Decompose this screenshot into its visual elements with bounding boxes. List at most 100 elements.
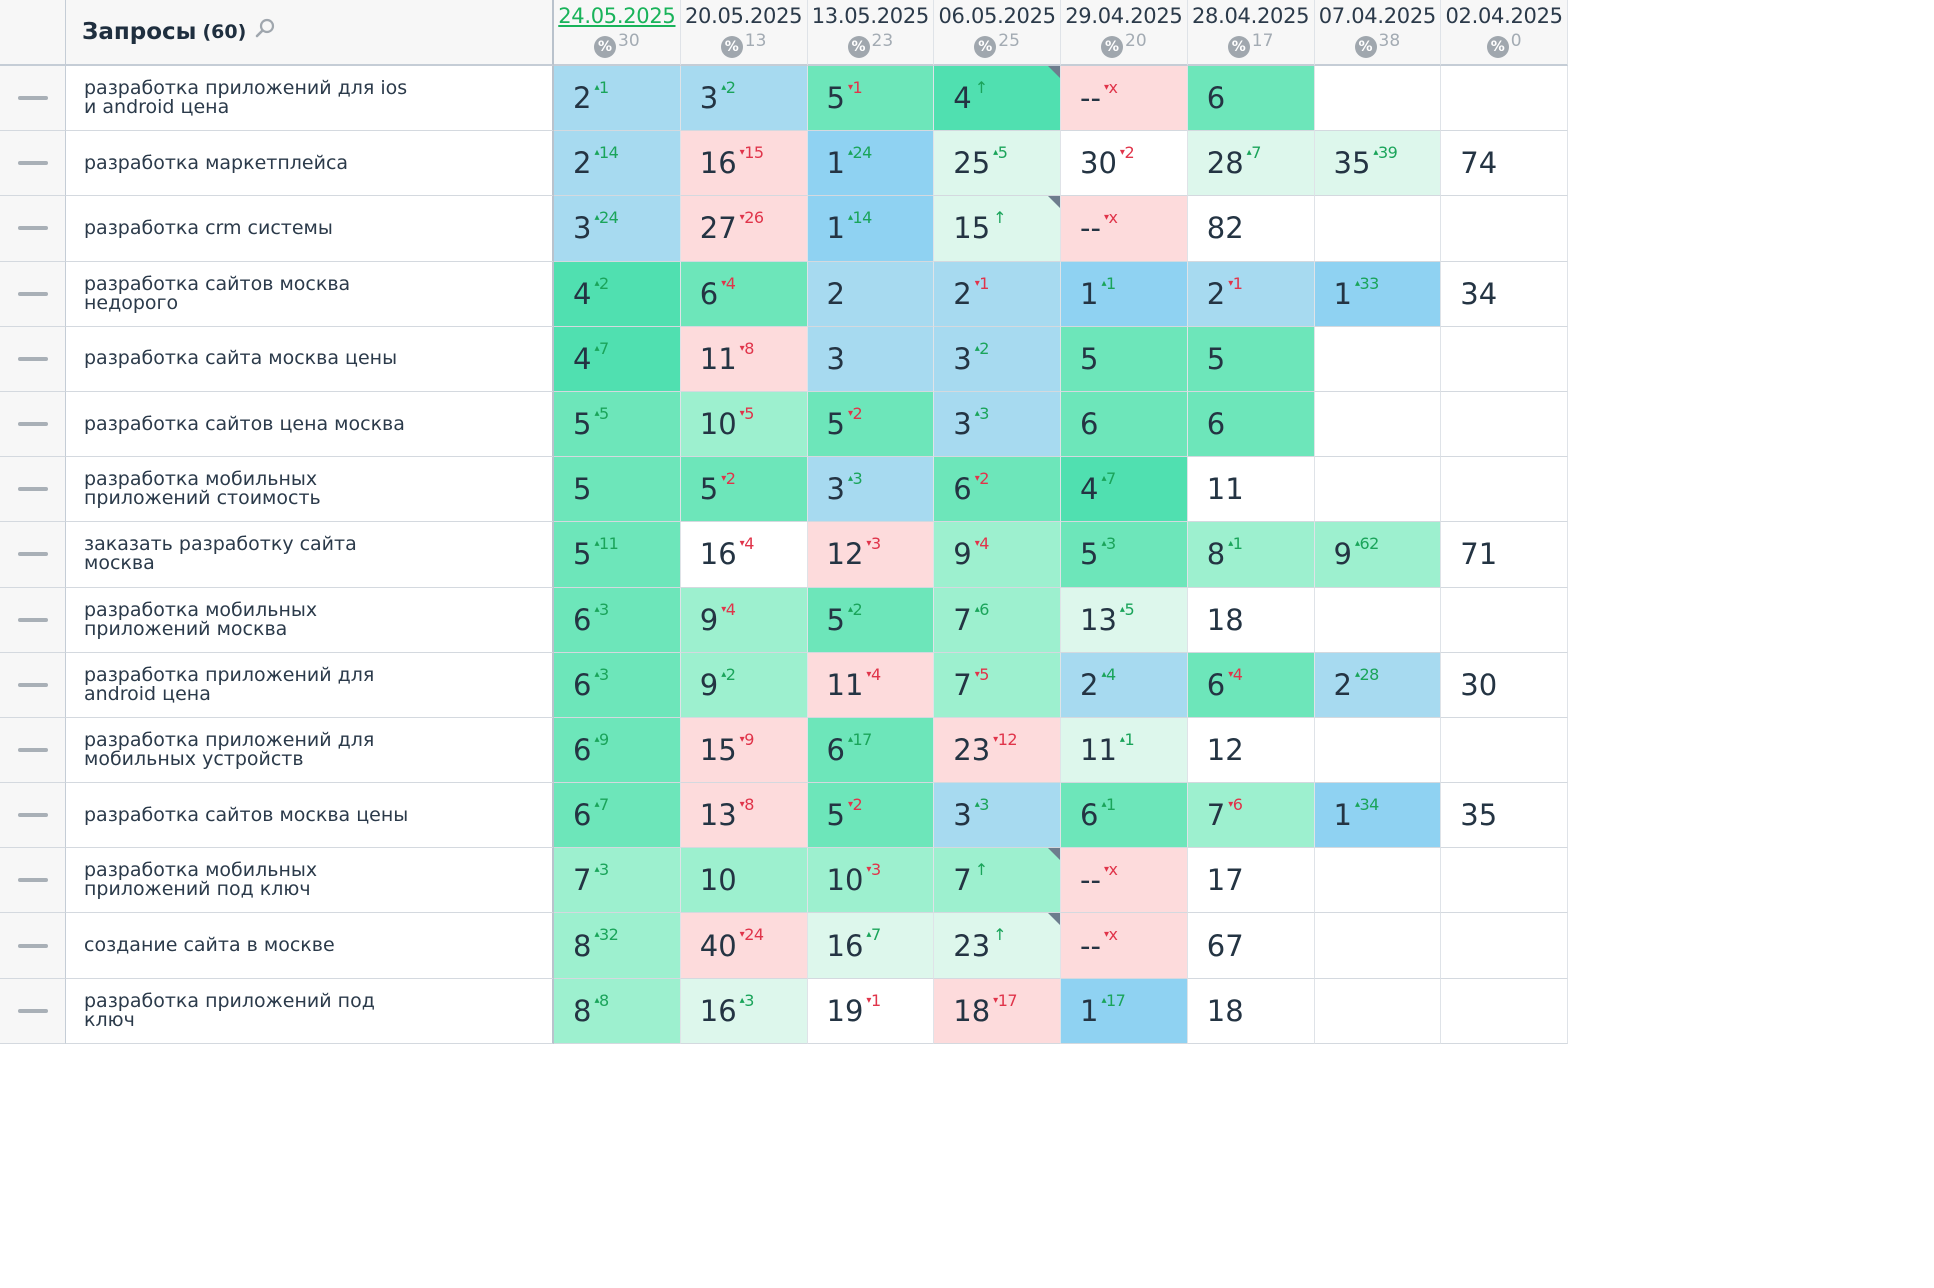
date-label[interactable]: 24.05.2025	[558, 4, 676, 28]
row-drag-handle[interactable]	[0, 848, 66, 914]
row-drag-handle[interactable]	[0, 783, 66, 849]
position-cell[interactable]: 2 ▾1	[934, 261, 1061, 327]
position-cell[interactable]: 5 ▾2	[807, 391, 935, 458]
position-cell[interactable]: 2 ▴14	[554, 131, 681, 197]
position-cell[interactable]: 1 ▴24	[807, 131, 935, 197]
position-cell[interactable]	[1441, 391, 1568, 458]
row-drag-handle[interactable]	[0, 326, 66, 392]
position-cell[interactable]: 6 ▾4	[1187, 652, 1315, 718]
position-cell[interactable]: 15 ▾9	[680, 717, 808, 784]
position-cell[interactable]: 6 ▾2	[934, 457, 1061, 523]
position-cell[interactable]: 1 ▴34	[1314, 783, 1442, 849]
position-cell[interactable]: 6 ▾4	[680, 261, 808, 327]
position-cell[interactable]: 34	[1441, 261, 1568, 327]
position-cell[interactable]: 67	[1187, 913, 1315, 979]
position-cell[interactable]: 7 ▴6	[934, 587, 1061, 653]
position-cell[interactable]: 30 ▾2	[1061, 131, 1188, 197]
position-cell[interactable]: 35	[1441, 783, 1568, 849]
position-cell[interactable]: 23 ▾12	[934, 717, 1061, 784]
row-drag-handle[interactable]	[0, 717, 66, 784]
position-cell[interactable]: 6 ▴1	[1061, 783, 1188, 849]
row-drag-handle[interactable]	[0, 196, 66, 262]
position-cell[interactable]: 5 ▴2	[807, 587, 935, 653]
row-drag-handle[interactable]	[0, 391, 66, 458]
position-cell[interactable]: 3 ▴3	[934, 783, 1061, 849]
position-cell[interactable]: 2	[807, 261, 935, 327]
position-cell[interactable]: 9 ▾4	[934, 522, 1061, 588]
position-cell[interactable]: 6	[1187, 66, 1315, 132]
position-cell[interactable]: 8 ▴8	[554, 978, 681, 1044]
position-cell[interactable]: 82	[1187, 196, 1315, 262]
position-cell[interactable]: 7 ▴3	[554, 848, 681, 914]
position-cell[interactable]: 16 ▾4	[680, 522, 808, 588]
row-drag-handle[interactable]	[0, 131, 66, 197]
position-cell[interactable]	[1441, 848, 1568, 914]
position-cell[interactable]	[1441, 587, 1568, 653]
date-label[interactable]: 13.05.2025	[811, 4, 930, 28]
percent-icon[interactable]: %	[847, 36, 870, 58]
row-drag-handle[interactable]	[0, 913, 66, 979]
position-cell[interactable]	[1441, 913, 1568, 979]
percent-icon[interactable]: %	[720, 36, 743, 58]
position-cell[interactable]: 3	[807, 326, 935, 392]
percent-icon[interactable]: %	[1486, 36, 1509, 58]
position-cell[interactable]	[1441, 978, 1568, 1044]
position-cell[interactable]	[1314, 66, 1442, 132]
percent-icon[interactable]: %	[1101, 36, 1124, 58]
position-cell[interactable]	[1314, 717, 1442, 784]
position-cell[interactable]: 11	[1187, 457, 1315, 523]
position-cell[interactable]: 6	[1061, 391, 1188, 458]
position-cell[interactable]: 10	[680, 848, 808, 914]
row-drag-handle[interactable]	[0, 66, 66, 132]
position-cell[interactable]: 4 ▴7	[554, 326, 681, 392]
position-cell[interactable]: 6 ▴9	[554, 717, 681, 784]
position-cell[interactable]: 12	[1187, 717, 1315, 784]
position-cell[interactable]: 5 ▴5	[554, 391, 681, 458]
position-cell[interactable]: 19 ▾1	[807, 978, 935, 1044]
position-cell[interactable]: 9 ▴2	[680, 652, 808, 718]
position-cell[interactable]: 17	[1187, 848, 1315, 914]
position-cell[interactable]: 13 ▾8	[680, 783, 808, 849]
position-cell[interactable]: 71	[1441, 522, 1568, 588]
position-cell[interactable]	[1314, 326, 1442, 392]
position-cell[interactable]: -- ▾x	[1061, 66, 1188, 132]
percent-icon[interactable]: %	[594, 36, 617, 58]
date-label[interactable]: 20.05.2025	[685, 4, 803, 28]
percent-icon[interactable]: %	[1354, 36, 1377, 58]
position-cell[interactable]: 5	[1061, 326, 1188, 392]
position-cell[interactable]: 1 ▴1	[1061, 261, 1188, 327]
position-cell[interactable]: 7 ▾5	[934, 652, 1061, 718]
position-cell[interactable]	[1441, 66, 1568, 132]
date-label[interactable]: 06.05.2025	[938, 4, 1057, 28]
position-cell[interactable]: 15 ↑	[934, 196, 1061, 262]
position-cell[interactable]: -- ▾x	[1061, 913, 1188, 979]
position-cell[interactable]	[1314, 587, 1442, 653]
position-cell[interactable]	[1441, 717, 1568, 784]
position-cell[interactable]: 3 ▴3	[807, 457, 935, 523]
position-cell[interactable]	[1314, 913, 1442, 979]
position-cell[interactable]: 4 ▴7	[1061, 457, 1188, 523]
position-cell[interactable]: 8 ▴1	[1187, 522, 1315, 588]
position-cell[interactable]: 1 ▴14	[807, 196, 935, 262]
position-cell[interactable]	[1314, 978, 1442, 1044]
position-cell[interactable]: 1 ▴33	[1314, 261, 1442, 327]
date-label[interactable]: 28.04.2025	[1192, 4, 1310, 28]
position-cell[interactable]: 4 ▴2	[554, 261, 681, 327]
position-cell[interactable]: 74	[1441, 131, 1568, 197]
position-cell[interactable]: 4 ↑	[934, 66, 1061, 132]
position-cell[interactable]: 2 ▴1	[554, 66, 681, 132]
position-cell[interactable]: 3 ▴3	[934, 391, 1061, 458]
position-cell[interactable]: 35 ▴39	[1314, 131, 1442, 197]
position-cell[interactable]: 5	[554, 457, 681, 523]
position-cell[interactable]: 1 ▴17	[1061, 978, 1188, 1044]
search-icon[interactable]	[254, 18, 276, 40]
date-label[interactable]: 29.04.2025	[1065, 4, 1183, 28]
position-cell[interactable]	[1314, 391, 1442, 458]
position-cell[interactable]: 10 ▾3	[807, 848, 935, 914]
position-cell[interactable]: 5 ▴3	[1061, 522, 1188, 588]
position-cell[interactable]: 16 ▴7	[807, 913, 935, 979]
position-cell[interactable]: 3 ▴24	[554, 196, 681, 262]
position-cell[interactable]: 2 ▴4	[1061, 652, 1188, 718]
position-cell[interactable]: 16 ▾15	[680, 131, 808, 197]
row-drag-handle[interactable]	[0, 978, 66, 1044]
